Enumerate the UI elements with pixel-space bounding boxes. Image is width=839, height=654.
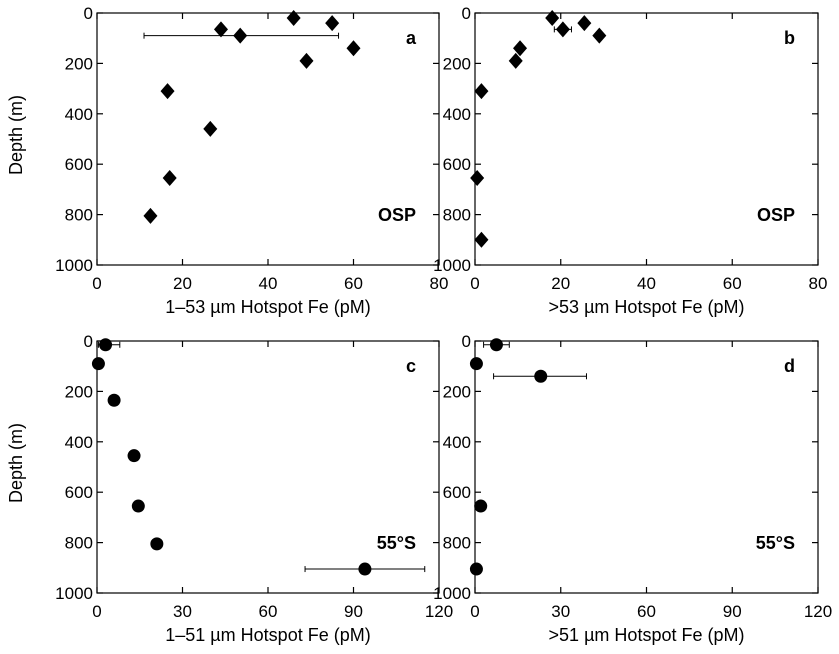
y-tick-label: 400 xyxy=(65,105,93,124)
data-point-diamond xyxy=(286,10,301,27)
data-point-circle xyxy=(107,393,121,407)
y-tick-label: 800 xyxy=(443,206,471,225)
y-tick-label: 600 xyxy=(65,155,93,174)
site-label: OSP xyxy=(757,205,795,225)
data-point-diamond xyxy=(470,170,485,187)
y-tick-label: 1000 xyxy=(433,584,471,603)
data-point-diamond xyxy=(545,10,560,27)
data-point-diamond xyxy=(233,27,248,44)
x-tick-label: 0 xyxy=(92,274,101,293)
panel-c: 0 30 60 90 120 0 200 400 600 800 1000 1–51 µm Hotsp… xyxy=(6,332,453,645)
data-point-diamond xyxy=(555,21,570,38)
data-point-circle xyxy=(358,562,372,576)
y-axis-label: Depth (m) xyxy=(6,423,26,503)
data-point-diamond xyxy=(299,52,314,69)
y-tick-label: 600 xyxy=(65,483,93,502)
x-tick-label: 60 xyxy=(723,274,742,293)
data-point-diamond xyxy=(143,207,158,224)
data-point-diamond xyxy=(213,21,228,38)
y-tick-label: 600 xyxy=(443,155,471,174)
data-point-circle xyxy=(99,338,113,352)
x-tick-label: 0 xyxy=(92,602,101,621)
data-point-circle xyxy=(131,499,145,513)
data-point-diamond xyxy=(474,231,489,248)
x-tick-label: 60 xyxy=(259,602,278,621)
y-tick-label: 200 xyxy=(65,54,93,73)
x-tick-label: 80 xyxy=(809,274,828,293)
data-point-diamond xyxy=(325,15,340,32)
x-axis-label: 1–51 µm Hotspot Fe (pM) xyxy=(165,625,370,645)
data-point-diamond xyxy=(203,120,218,137)
data-point-diamond xyxy=(592,27,607,44)
panel-letter: b xyxy=(784,28,795,48)
x-tick-label: 30 xyxy=(551,602,570,621)
y-tick-label: 400 xyxy=(443,433,471,452)
x-tick-label: 90 xyxy=(723,602,742,621)
x-tick-label: 60 xyxy=(637,602,656,621)
y-tick-label: 600 xyxy=(443,483,471,502)
x-tick-label: 60 xyxy=(344,274,363,293)
data-point-circle xyxy=(534,369,548,383)
plot-frame xyxy=(96,12,440,266)
x-tick-label: 40 xyxy=(259,274,278,293)
x-tick-label: 0 xyxy=(470,274,479,293)
y-tick-label: 800 xyxy=(65,206,93,225)
data-point-circle xyxy=(91,357,105,371)
data-point-circle xyxy=(150,537,164,551)
data-point-circle xyxy=(474,499,488,513)
data-point-diamond xyxy=(160,83,175,100)
plot-frame xyxy=(474,340,819,594)
y-tick-label: 800 xyxy=(65,534,93,553)
plot-frame xyxy=(474,12,819,266)
x-tick-label: 0 xyxy=(470,602,479,621)
y-tick-label: 0 xyxy=(84,332,93,351)
x-axis-label: 1–53 µm Hotspot Fe (pM) xyxy=(165,297,370,317)
plot-frame xyxy=(96,340,440,594)
x-axis-label: >51 µm Hotspot Fe (pM) xyxy=(549,625,745,645)
x-tick-label: 80 xyxy=(430,274,449,293)
x-axis-label: >53 µm Hotspot Fe (pM) xyxy=(549,297,745,317)
data-point-diamond xyxy=(513,40,528,57)
site-label: 55°S xyxy=(756,533,795,553)
x-tick-label: 90 xyxy=(344,602,363,621)
data-point-circle xyxy=(469,357,483,371)
y-tick-label: 0 xyxy=(462,4,471,23)
site-label: 55°S xyxy=(377,533,416,553)
y-tick-label: 1000 xyxy=(55,584,93,603)
y-axis-label: Depth (m) xyxy=(6,95,26,175)
panel-d: 0 30 60 90 120 0 200 400 600 800 1000 >51 µm Hotspo… xyxy=(433,332,832,645)
panel-letter: c xyxy=(406,356,416,376)
data-point-diamond xyxy=(508,52,523,69)
data-point-diamond xyxy=(162,170,177,187)
y-tick-label: 200 xyxy=(443,54,471,73)
y-tick-label: 200 xyxy=(443,382,471,401)
data-point-circle xyxy=(127,449,141,463)
y-tick-label: 0 xyxy=(84,4,93,23)
data-point-circle xyxy=(489,338,503,352)
x-tick-label: 40 xyxy=(637,274,656,293)
y-tick-label: 1000 xyxy=(433,256,471,275)
data-point-diamond xyxy=(346,40,361,57)
x-tick-label: 30 xyxy=(173,602,192,621)
x-tick-label: 20 xyxy=(173,274,192,293)
y-tick-label: 400 xyxy=(65,433,93,452)
y-tick-label: 800 xyxy=(443,534,471,553)
x-tick-label: 20 xyxy=(551,274,570,293)
data-point-diamond xyxy=(577,15,592,32)
panel-letter: a xyxy=(406,28,417,48)
data-point-diamond xyxy=(474,83,489,100)
data-point-circle xyxy=(469,562,483,576)
y-tick-label: 200 xyxy=(65,382,93,401)
panel-letter: d xyxy=(784,356,795,376)
y-tick-label: 1000 xyxy=(55,256,93,275)
y-tick-label: 0 xyxy=(462,332,471,351)
y-tick-label: 400 xyxy=(443,105,471,124)
x-tick-label: 120 xyxy=(804,602,832,621)
x-tick-label: 120 xyxy=(425,602,453,621)
site-label: OSP xyxy=(378,205,416,225)
